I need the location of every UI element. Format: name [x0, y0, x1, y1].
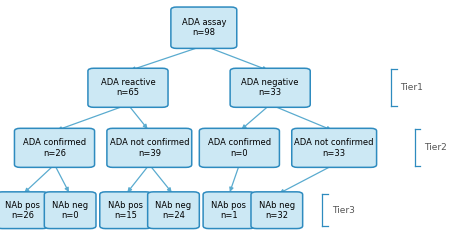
Text: ADA confirmed
n=0: ADA confirmed n=0 [208, 138, 271, 158]
Text: ADA not confirmed
n=33: ADA not confirmed n=33 [294, 138, 374, 158]
FancyBboxPatch shape [230, 68, 310, 107]
FancyBboxPatch shape [148, 192, 199, 229]
FancyBboxPatch shape [251, 192, 302, 229]
Text: NAb neg
n=24: NAb neg n=24 [155, 201, 191, 220]
Text: ADA reactive
n=65: ADA reactive n=65 [100, 78, 155, 97]
Text: ADA not confirmed
n=39: ADA not confirmed n=39 [109, 138, 189, 158]
Text: Tier2: Tier2 [424, 143, 447, 152]
FancyBboxPatch shape [171, 7, 237, 49]
Text: NAb neg
n=0: NAb neg n=0 [52, 201, 88, 220]
FancyBboxPatch shape [100, 192, 152, 229]
Text: NAb pos
n=26: NAb pos n=26 [5, 201, 40, 220]
Text: NAb pos
n=1: NAb pos n=1 [211, 201, 246, 220]
Text: ADA assay
n=98: ADA assay n=98 [182, 18, 226, 37]
FancyBboxPatch shape [15, 128, 94, 167]
FancyBboxPatch shape [107, 128, 191, 167]
Text: Tier3: Tier3 [332, 206, 355, 215]
Text: NAb neg
n=32: NAb neg n=32 [259, 201, 295, 220]
FancyBboxPatch shape [203, 192, 255, 229]
FancyBboxPatch shape [88, 68, 168, 107]
Text: Tier1: Tier1 [401, 83, 423, 92]
Text: NAb pos
n=15: NAb pos n=15 [108, 201, 143, 220]
Text: ADA confirmed
n=26: ADA confirmed n=26 [23, 138, 86, 158]
FancyBboxPatch shape [0, 192, 48, 229]
Text: ADA negative
n=33: ADA negative n=33 [241, 78, 299, 97]
FancyBboxPatch shape [292, 128, 376, 167]
FancyBboxPatch shape [44, 192, 96, 229]
FancyBboxPatch shape [199, 128, 279, 167]
